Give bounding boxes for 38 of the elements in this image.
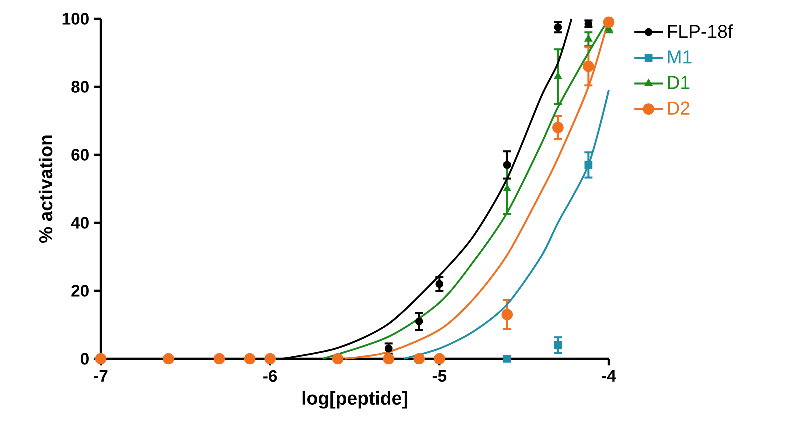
legend-label: D2 [668,102,690,115]
legend-label: D1 [668,76,690,90]
x-tick-label: -5 [432,370,447,382]
y-tick-label: 40 [71,217,89,229]
y-tick-label: 60 [72,149,89,161]
point [584,161,593,170]
point [95,353,107,365]
point [415,318,424,326]
point [552,122,564,134]
y-axis-title: % activation [38,136,53,243]
point [214,353,226,365]
point [583,60,594,72]
x-tick-label: -4 [602,370,616,382]
x-tick-label: -7 [94,370,108,382]
x-tick-label: -6 [264,370,278,382]
point [503,355,512,363]
point [502,309,514,320]
y-tick-label: 100 [62,13,89,25]
point [414,353,426,365]
point [585,35,592,42]
point [383,353,395,365]
legend-label: M1 [668,50,692,64]
y-tick-label: 0 [81,353,89,365]
point [434,353,446,365]
point [264,353,276,365]
x-axis-title: log[peptide] [302,391,408,409]
point [554,24,562,32]
point [332,353,344,365]
point [554,72,562,80]
y-tick-label: 20 [72,285,89,297]
point [504,185,511,192]
point [436,280,444,288]
line-series [403,89,610,360]
y-tick-label: 80 [72,81,89,93]
point [163,353,174,365]
point [244,353,256,365]
point [554,341,562,350]
legend-label: FLP-18f [668,24,734,38]
